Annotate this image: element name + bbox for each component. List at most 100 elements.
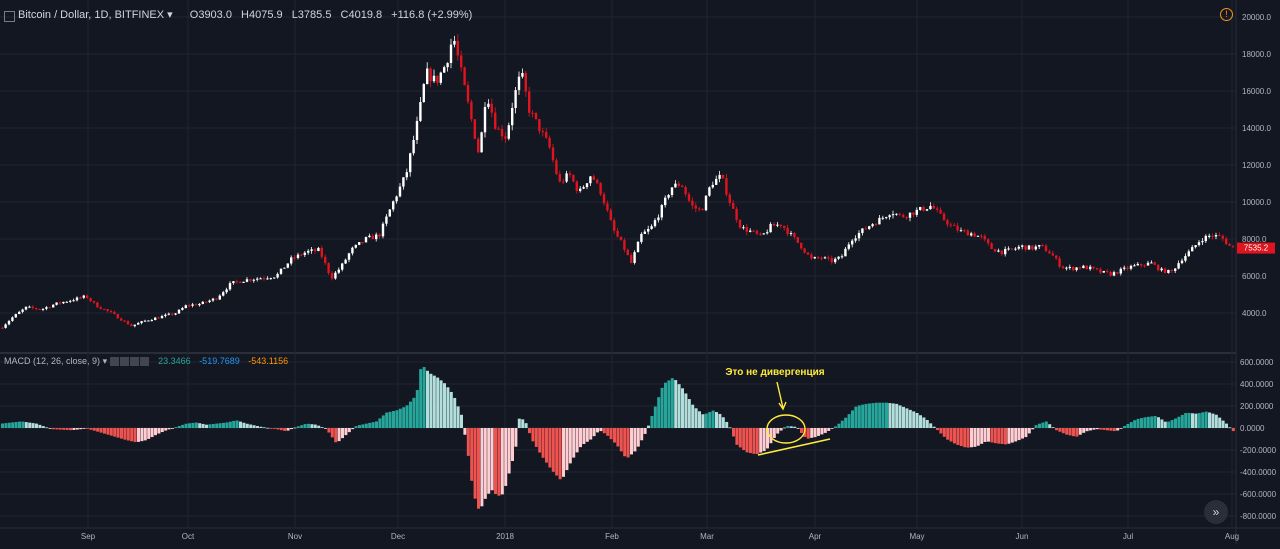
candle-body [1123,267,1126,269]
candle-body [752,230,755,232]
candle-body [235,281,238,283]
candle-body [701,209,704,211]
histogram-bar [908,409,912,428]
histogram-bar [718,413,722,428]
histogram-bar [324,428,327,429]
collapse-icon[interactable] [4,11,15,22]
candle-body [341,263,344,270]
annotation-trendline [757,438,831,456]
histogram-bar [942,428,946,437]
annotation-text: Это не дивергенция [725,367,824,378]
histogram-bar [558,428,562,480]
histogram-bar [262,427,266,429]
candle-body [473,119,476,139]
more-icon[interactable] [139,357,149,367]
macd-axis[interactable]: 600.0000 400.0000 200.0000 0.0000 -200.0000 -… [1240,358,1277,521]
close-icon[interactable] [129,357,139,367]
histogram-bar [817,428,820,436]
dropdown-icon[interactable]: ▾ [167,9,173,21]
histogram-bar [704,413,708,428]
time-axis[interactable]: Sep Oct Nov Dec 2018 Feb Mar Apr May Jun Jul Aug [81,532,1239,541]
histogram-bar [456,406,460,428]
histogram-bar [1208,412,1211,428]
histogram-bar [1211,413,1215,428]
candle-body [126,321,130,325]
candle-body [201,301,204,304]
candle-body [286,263,289,268]
candle-body [208,300,211,303]
candle-body [657,217,660,221]
histogram-bar [579,428,582,448]
histogram-bar [436,377,440,428]
histogram-bar [851,410,854,428]
candle-body [728,194,731,204]
symbol-title[interactable]: Bitcoin / Dollar, 1D, BITFINEX [18,9,165,21]
histogram-bar [4,423,8,428]
histogram-bar [1031,428,1035,430]
candle-body [300,254,303,256]
histogram-bar [551,428,555,472]
candle-body [449,44,453,63]
histogram-bar [89,428,93,430]
histogram-bar [1000,428,1004,445]
settings-icon[interactable] [119,357,129,367]
candle-body [256,278,259,280]
candle-body [1174,268,1177,271]
candle-body [405,172,408,178]
candle-body [75,297,79,301]
histogram-bar [1191,413,1194,428]
candle-body [660,205,663,218]
histogram-bar [133,428,137,442]
macd-title[interactable]: MACD (12, 26, close, 9) [4,356,101,366]
macd-tick-label: 400.0000 [1240,380,1274,389]
histogram-bar [409,401,412,428]
candle-body [1194,245,1197,248]
time-tick-label: Sep [81,532,96,541]
histogram-bar [269,428,273,429]
histogram-bar [640,428,644,441]
histogram-bar [194,422,198,428]
histogram-bar [45,427,49,429]
candle-body [296,254,300,258]
candle-body [225,289,228,293]
histogram-bar [626,428,630,458]
histogram-bar [630,428,633,455]
histogram-bar [990,428,994,443]
candle-body [517,76,521,91]
histogram-bar [245,423,249,428]
candle-body [1034,246,1037,250]
histogram-bar [752,428,756,454]
candle-body [494,112,497,129]
eye-icon[interactable] [109,357,119,367]
candle-body [613,220,616,231]
time-tick-label: Mar [700,532,714,541]
histogram-bar [106,428,110,435]
candle-body [558,174,561,182]
candle-body [1092,266,1095,269]
histogram-bar [218,423,222,428]
candle-body [1170,269,1173,271]
candle-body [1024,245,1027,250]
histogram-bar [69,428,72,431]
histogram-bar [844,417,848,428]
histogram-bar [361,424,365,428]
candle-body [334,272,337,279]
candle-body [157,317,160,319]
histogram-bar [980,428,984,444]
dropdown-icon[interactable]: ▾ [102,356,108,366]
alert-icon[interactable]: ! [1220,8,1233,21]
price-axis[interactable]: 20000.0 18000.0 16000.0 14000.0 12000.0 10000… [1237,13,1275,318]
histogram-bar [96,428,100,432]
histogram-bar [759,428,763,453]
candle-body [140,321,143,324]
scroll-to-realtime-button[interactable]: » [1204,500,1228,524]
macd-tick-label: -600.0000 [1240,490,1277,499]
candle-body [674,183,677,188]
candle-body [946,220,949,225]
histogram-bar [1140,418,1143,428]
histogram-bar [147,428,151,439]
candle-body [483,107,487,133]
histogram-bar [266,427,270,429]
candle-body [1160,268,1163,271]
